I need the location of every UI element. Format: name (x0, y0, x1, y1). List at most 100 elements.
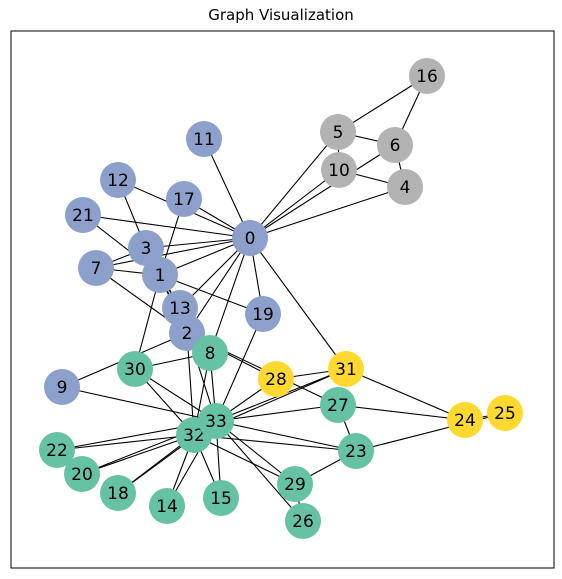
node-4: 4 (387, 169, 423, 205)
node-19: 19 (245, 296, 281, 332)
node-circle-27 (320, 387, 356, 423)
node-label-33: 33 (205, 412, 227, 432)
page-title: Graph Visualization (208, 6, 354, 24)
edge-24-31 (345, 368, 466, 421)
node-20: 20 (64, 456, 100, 492)
node-label-22: 22 (46, 441, 68, 461)
node-15: 15 (203, 480, 239, 516)
node-31: 31 (328, 351, 364, 387)
edge-0-4 (249, 186, 406, 239)
node-circle-21 (65, 197, 101, 233)
node-label-0: 0 (245, 229, 256, 249)
node-label-23: 23 (345, 442, 367, 462)
node-circle-29 (277, 466, 313, 502)
edge-0-5 (249, 131, 339, 239)
node-label-2: 2 (182, 324, 193, 344)
node-circle-4 (387, 169, 423, 205)
node-label-30: 30 (124, 360, 146, 380)
node-label-12: 12 (107, 171, 129, 191)
node-label-31: 31 (335, 360, 357, 380)
node-label-20: 20 (71, 465, 93, 485)
edge-0-8 (209, 237, 251, 354)
node-label-5: 5 (333, 123, 344, 143)
edge-0-6 (249, 144, 396, 239)
node-0: 0 (232, 220, 268, 256)
node-label-21: 21 (72, 206, 94, 226)
node-circle-7 (78, 250, 114, 286)
edge-22-32 (56, 434, 195, 451)
node-11: 11 (186, 121, 222, 157)
node-label-10: 10 (328, 161, 350, 181)
node-circle-26 (285, 503, 321, 539)
plot-frame (10, 30, 555, 569)
node-3: 3 (128, 230, 164, 266)
node-label-19: 19 (252, 305, 274, 325)
node-5: 5 (320, 114, 356, 150)
node-circle-14 (149, 488, 185, 524)
node-label-6: 6 (390, 136, 401, 156)
node-label-8: 8 (205, 344, 216, 364)
node-circle-20 (64, 456, 100, 492)
node-label-14: 14 (156, 497, 178, 517)
node-label-4: 4 (400, 178, 411, 198)
node-circle-13 (162, 290, 198, 326)
node-label-17: 17 (173, 190, 195, 210)
edge-19-33 (215, 313, 264, 422)
node-circle-5 (320, 114, 356, 150)
node-circle-10 (321, 152, 357, 188)
node-9: 9 (44, 369, 80, 405)
node-circle-24 (447, 402, 483, 438)
node-circle-31 (328, 351, 364, 387)
node-circle-1 (142, 257, 178, 293)
node-circle-0 (232, 220, 268, 256)
node-14: 14 (149, 488, 185, 524)
node-13: 13 (162, 290, 198, 326)
node-30: 30 (117, 351, 153, 387)
node-6: 6 (377, 127, 413, 163)
node-circle-16 (409, 58, 445, 94)
edge-0-2 (186, 237, 251, 334)
node-25: 25 (487, 395, 523, 431)
node-label-26: 26 (292, 512, 314, 532)
node-12: 12 (100, 162, 136, 198)
node-8: 8 (192, 335, 228, 371)
node-circle-9 (44, 369, 80, 405)
node-27: 27 (320, 387, 356, 423)
edge-1-19 (159, 274, 264, 315)
node-circle-30 (117, 351, 153, 387)
node-label-32: 32 (183, 426, 205, 446)
node-circle-12 (100, 162, 136, 198)
node-33: 33 (198, 403, 234, 439)
node-circle-28 (258, 361, 294, 397)
node-label-18: 18 (107, 484, 129, 504)
edge-20-32 (81, 434, 195, 475)
node-7: 7 (78, 250, 114, 286)
node-label-1: 1 (155, 266, 166, 286)
edge-26-33 (215, 420, 304, 522)
node-circle-8 (192, 335, 228, 371)
node-10: 10 (321, 152, 357, 188)
node-22: 22 (39, 432, 75, 468)
edge-0-31 (249, 237, 347, 370)
node-circle-3 (128, 230, 164, 266)
edge-29-32 (193, 434, 296, 485)
node-label-11: 11 (193, 130, 215, 150)
node-28: 28 (258, 361, 294, 397)
node-16: 16 (409, 58, 445, 94)
node-label-3: 3 (141, 239, 152, 259)
edge-0-10 (249, 169, 340, 239)
node-label-27: 27 (327, 396, 349, 416)
node-circle-19 (245, 296, 281, 332)
edge-9-33 (61, 386, 217, 422)
node-26: 26 (285, 503, 321, 539)
node-label-16: 16 (416, 67, 438, 87)
edge-23-33 (215, 420, 357, 452)
node-label-13: 13 (169, 299, 191, 319)
node-circle-33 (198, 403, 234, 439)
edge-layer (56, 75, 506, 522)
node-29: 29 (277, 466, 313, 502)
node-label-15: 15 (210, 489, 232, 509)
edge-0-21 (82, 214, 251, 239)
